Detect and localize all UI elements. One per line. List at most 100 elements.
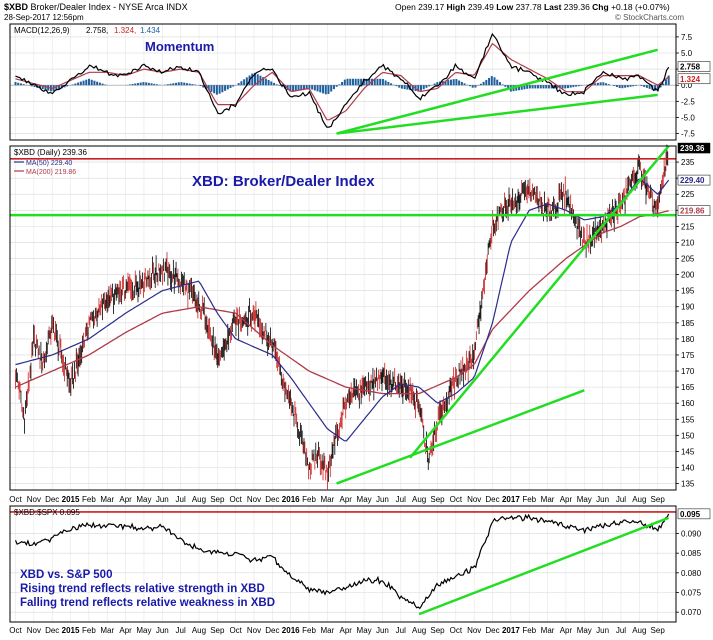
ratio-x-label: Mar bbox=[100, 626, 114, 635]
price-y-tick-label: 145 bbox=[681, 447, 695, 456]
ma50-last-value-box bbox=[677, 174, 711, 186]
ratio-x-label: Mar bbox=[541, 626, 555, 635]
price-x-label: Jun bbox=[596, 495, 609, 504]
ratio-annotation-line: XBD vs. S&P 500 bbox=[20, 569, 112, 581]
price-x-label: Apr bbox=[560, 495, 573, 504]
macd-annotation: Momentum bbox=[145, 39, 214, 54]
price-trendline bbox=[336, 389, 585, 485]
ratio-y-tick-label: 0.075 bbox=[681, 589, 702, 598]
price-x-label: Dec bbox=[45, 495, 59, 504]
price-x-label: Jun bbox=[376, 495, 389, 504]
macd-signal-last-value-box bbox=[677, 73, 711, 85]
chart-header: $XBD Broker/Dealer Index - NYSE Arca IND… bbox=[4, 2, 188, 12]
price-x-label: Jun bbox=[156, 495, 169, 504]
macd-legend-hist: 1.434 bbox=[140, 26, 161, 35]
ratio-x-label: Jul bbox=[616, 626, 626, 635]
price-x-label: Mar bbox=[100, 495, 114, 504]
macd-legend: MACD(12,26,9) bbox=[14, 26, 70, 35]
price-x-label: Apr bbox=[119, 495, 132, 504]
price-x-label: Aug bbox=[192, 495, 206, 504]
price-x-label: Nov bbox=[467, 495, 481, 504]
price-panel-frame bbox=[9, 145, 677, 491]
macd-legend-macd: 2.758, bbox=[86, 26, 108, 35]
ma50-legend: MA(50) 229.40 bbox=[26, 160, 72, 167]
price-x-label: Mar bbox=[321, 495, 335, 504]
price-x-label: Nov bbox=[27, 495, 41, 504]
ratio-panel-frame bbox=[9, 505, 677, 623]
ratio-x-label: 2016 bbox=[282, 626, 300, 635]
price-x-label: Sep bbox=[651, 495, 666, 504]
macd-last-value-box bbox=[677, 61, 711, 72]
price-y-tick-label: 225 bbox=[681, 190, 695, 199]
ratio-x-label: Oct bbox=[9, 626, 22, 635]
price-x-label: Jul bbox=[176, 495, 186, 504]
price-y-tick-label: 170 bbox=[681, 367, 695, 376]
macd-legend-signal: 1.324, bbox=[114, 26, 136, 35]
ratio-y-tick-label: 0.090 bbox=[681, 530, 702, 539]
macd-y-tick-label: -5.0 bbox=[681, 113, 695, 122]
macd-line bbox=[15, 32, 670, 128]
price-y-tick-label: 185 bbox=[681, 319, 695, 328]
low-label: Low bbox=[496, 2, 514, 12]
high-label: High bbox=[446, 2, 466, 12]
price-x-label: 2016 bbox=[282, 495, 300, 504]
price-y-tick-label: 155 bbox=[681, 415, 695, 424]
last-value: 239.36 bbox=[563, 2, 590, 12]
ratio-x-label: Jul bbox=[396, 626, 406, 635]
ratio-x-label: Aug bbox=[192, 626, 206, 635]
ratio-x-label: Apr bbox=[560, 626, 573, 635]
price-x-label: Feb bbox=[82, 495, 96, 504]
ohlc-quote: Open 239.17 High 239.49 Low 237.78 Last … bbox=[395, 2, 670, 12]
ratio-x-label: 2015 bbox=[62, 626, 80, 635]
ratio-line bbox=[14, 513, 670, 610]
macd-last-value: 2.758 bbox=[680, 63, 701, 72]
ratio-x-label: Feb bbox=[82, 626, 96, 635]
ratio-x-label: Dec bbox=[485, 626, 499, 635]
ma200-last-value: 219.86 bbox=[680, 207, 705, 216]
price-y-tick-label: 135 bbox=[681, 480, 695, 489]
ma200-last-value-box bbox=[677, 205, 711, 216]
ratio-x-label: Apr bbox=[340, 626, 353, 635]
ratio-x-label: Dec bbox=[45, 626, 59, 635]
price-x-label: 2017 bbox=[502, 495, 520, 504]
macd-y-tick-label: 0.0 bbox=[681, 81, 693, 90]
price-x-label: Apr bbox=[340, 495, 353, 504]
price-x-label: May bbox=[577, 495, 592, 504]
price-y-tick-label: 200 bbox=[681, 271, 695, 280]
price-y-tick-label: 175 bbox=[681, 351, 695, 360]
price-y-tick-label: 190 bbox=[681, 303, 695, 312]
macd-trendline bbox=[336, 93, 658, 135]
ratio-x-label: Aug bbox=[412, 626, 426, 635]
price-x-label: Mar bbox=[541, 495, 555, 504]
chg-value: +0.18 (+0.07%) bbox=[611, 2, 670, 12]
open-value: 239.17 bbox=[418, 2, 445, 12]
last-label: Last bbox=[543, 2, 562, 12]
ratio-x-label: Oct bbox=[450, 626, 463, 635]
ratio-trendline bbox=[418, 516, 670, 616]
ratio-x-label: May bbox=[357, 626, 372, 635]
price-x-label: Oct bbox=[450, 495, 463, 504]
ma50-line bbox=[15, 178, 670, 442]
ratio-x-label: Feb bbox=[302, 626, 316, 635]
macd-panel-frame bbox=[9, 23, 677, 141]
price-y-tick-label: 165 bbox=[681, 383, 695, 392]
ratio-x-label: Nov bbox=[467, 626, 481, 635]
ratio-x-label: Sep bbox=[430, 626, 445, 635]
macd-y-tick-label: -2.5 bbox=[681, 97, 695, 106]
price-x-label: Aug bbox=[632, 495, 646, 504]
price-x-label: Jul bbox=[396, 495, 406, 504]
symbol-name: Broker/Dealer Index - NYSE Arca INDX bbox=[30, 2, 188, 12]
macd-y-tick-label: 5.0 bbox=[681, 49, 693, 58]
price-x-label: Sep bbox=[430, 495, 445, 504]
open-label: Open bbox=[395, 2, 416, 12]
ratio-y-tick-label: 0.080 bbox=[681, 569, 702, 578]
price-x-label: Feb bbox=[522, 495, 536, 504]
ratio-last-value: 0.095 bbox=[680, 510, 701, 519]
symbol: $XBD bbox=[4, 2, 29, 12]
price-x-label: May bbox=[357, 495, 372, 504]
price-y-tick-label: 180 bbox=[681, 335, 695, 344]
ratio-x-label: Jun bbox=[376, 626, 389, 635]
price-x-label: Dec bbox=[485, 495, 499, 504]
